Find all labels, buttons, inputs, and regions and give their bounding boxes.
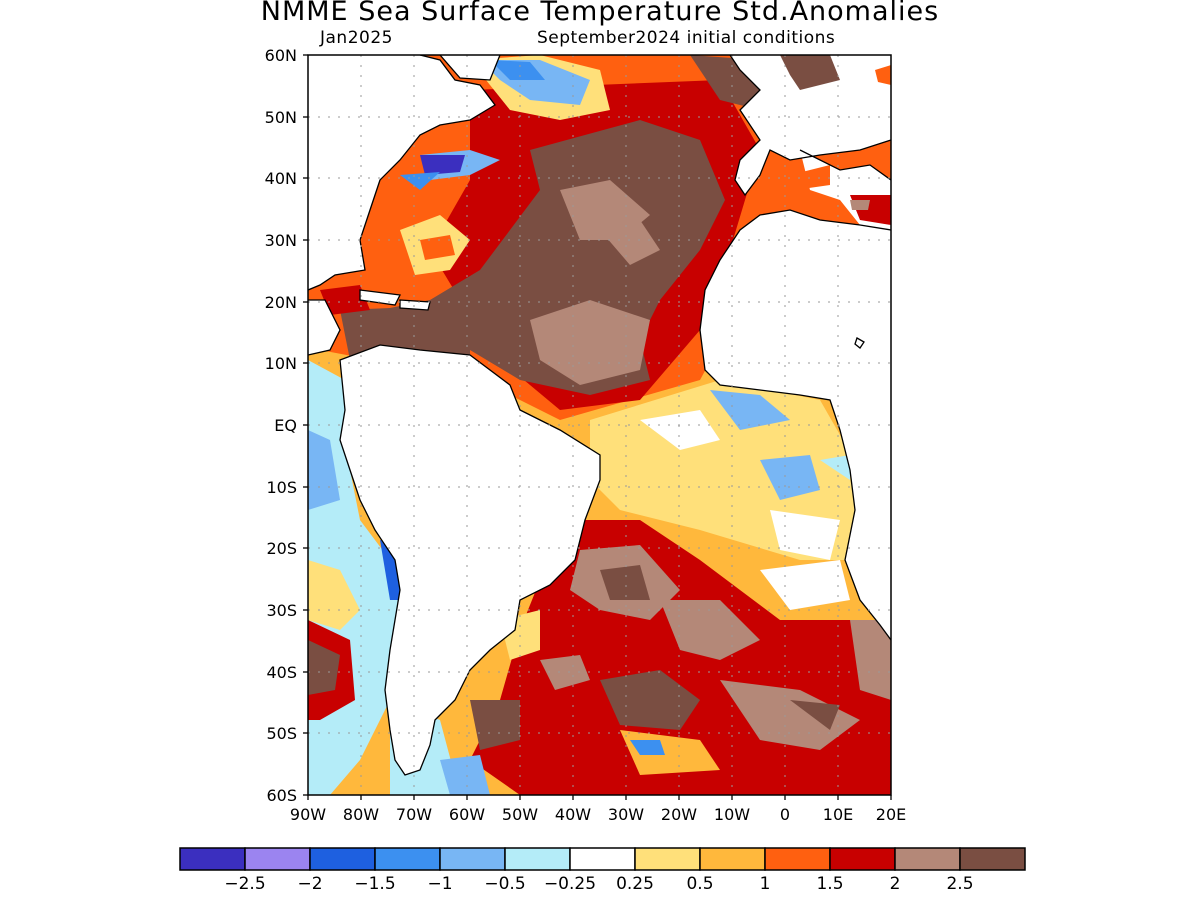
colorbar-swatch <box>829 847 896 871</box>
colorbar <box>179 847 1026 871</box>
lon-label: 10W <box>714 805 750 824</box>
latitude-labels: 60N 50N 40N 30N 20N 10N EQ 10S 20S 30S 4… <box>265 46 297 805</box>
map-field <box>308 55 891 795</box>
colorbar-swatch <box>439 847 506 871</box>
lat-label: 20N <box>265 293 297 312</box>
colorbar-label: −2 <box>297 874 322 894</box>
colorbar-swatch <box>504 847 571 871</box>
colorbar-swatch <box>894 847 961 871</box>
colorbar-swatch <box>764 847 831 871</box>
colorbar-label: 2.5 <box>946 874 973 894</box>
forecast-month-label: Jan2025 <box>320 28 393 48</box>
lon-label: 50W <box>502 805 538 824</box>
longitude-labels: 90W 80W 70W 60W 50W 40W 30W 20W 10W 0 10… <box>290 805 906 824</box>
initial-conditions-label: September2024 initial conditions <box>537 28 836 48</box>
colorbar-label: 1.5 <box>816 874 843 894</box>
colorbar-label: 0.5 <box>686 874 713 894</box>
map-title: NMME Sea Surface Temperature Std.Anomali… <box>260 0 940 27</box>
colorbar-swatch <box>374 847 441 871</box>
lat-label: 10N <box>265 354 297 373</box>
lat-label: 40N <box>265 169 297 188</box>
colorbar-labels: −2.5 −2 −1.5 −1 −0.5 −0.25 0.25 0.5 1 1.5 2 2.5 <box>224 874 973 894</box>
lon-label: 80W <box>343 805 379 824</box>
lat-label: EQ <box>274 416 297 435</box>
lon-label: 0 <box>780 805 790 824</box>
colorbar-label: 1 <box>760 874 771 894</box>
colorbar-label: −1 <box>427 874 452 894</box>
colorbar-label: −2.5 <box>224 874 265 894</box>
colorbar-label: 2 <box>890 874 901 894</box>
lat-label: 60S <box>266 786 297 805</box>
lon-label: 10E <box>823 805 853 824</box>
colorbar-swatch <box>634 847 701 871</box>
lon-label: 90W <box>290 805 326 824</box>
lon-label: 40W <box>555 805 591 824</box>
lon-label: 30W <box>608 805 644 824</box>
lon-label: 60W <box>449 805 485 824</box>
colorbar-label: −0.5 <box>484 874 525 894</box>
lat-label: 50N <box>265 108 297 127</box>
colorbar-label: −0.25 <box>544 874 596 894</box>
lat-label: 30S <box>266 601 297 620</box>
colorbar-swatch <box>569 847 636 871</box>
colorbar-swatch <box>309 847 376 871</box>
colorbar-swatch <box>959 847 1026 871</box>
lon-label: 70W <box>396 805 432 824</box>
lat-label: 40S <box>266 663 297 682</box>
colorbar-swatch <box>699 847 766 871</box>
graticule <box>308 55 891 795</box>
lat-label: 10S <box>266 478 297 497</box>
lat-label: 60N <box>265 46 297 65</box>
lat-label: 30N <box>265 231 297 250</box>
colorbar-label: −1.5 <box>354 874 395 894</box>
colorbar-swatch <box>244 847 311 871</box>
lon-label: 20E <box>876 805 906 824</box>
coastlines <box>308 55 891 776</box>
colorbar-swatch <box>179 847 246 871</box>
colorbar-label: 0.25 <box>616 874 654 894</box>
tick-marks <box>303 54 892 800</box>
lat-label: 50S <box>266 724 297 743</box>
lat-label: 20S <box>266 539 297 558</box>
lon-label: 20W <box>661 805 697 824</box>
